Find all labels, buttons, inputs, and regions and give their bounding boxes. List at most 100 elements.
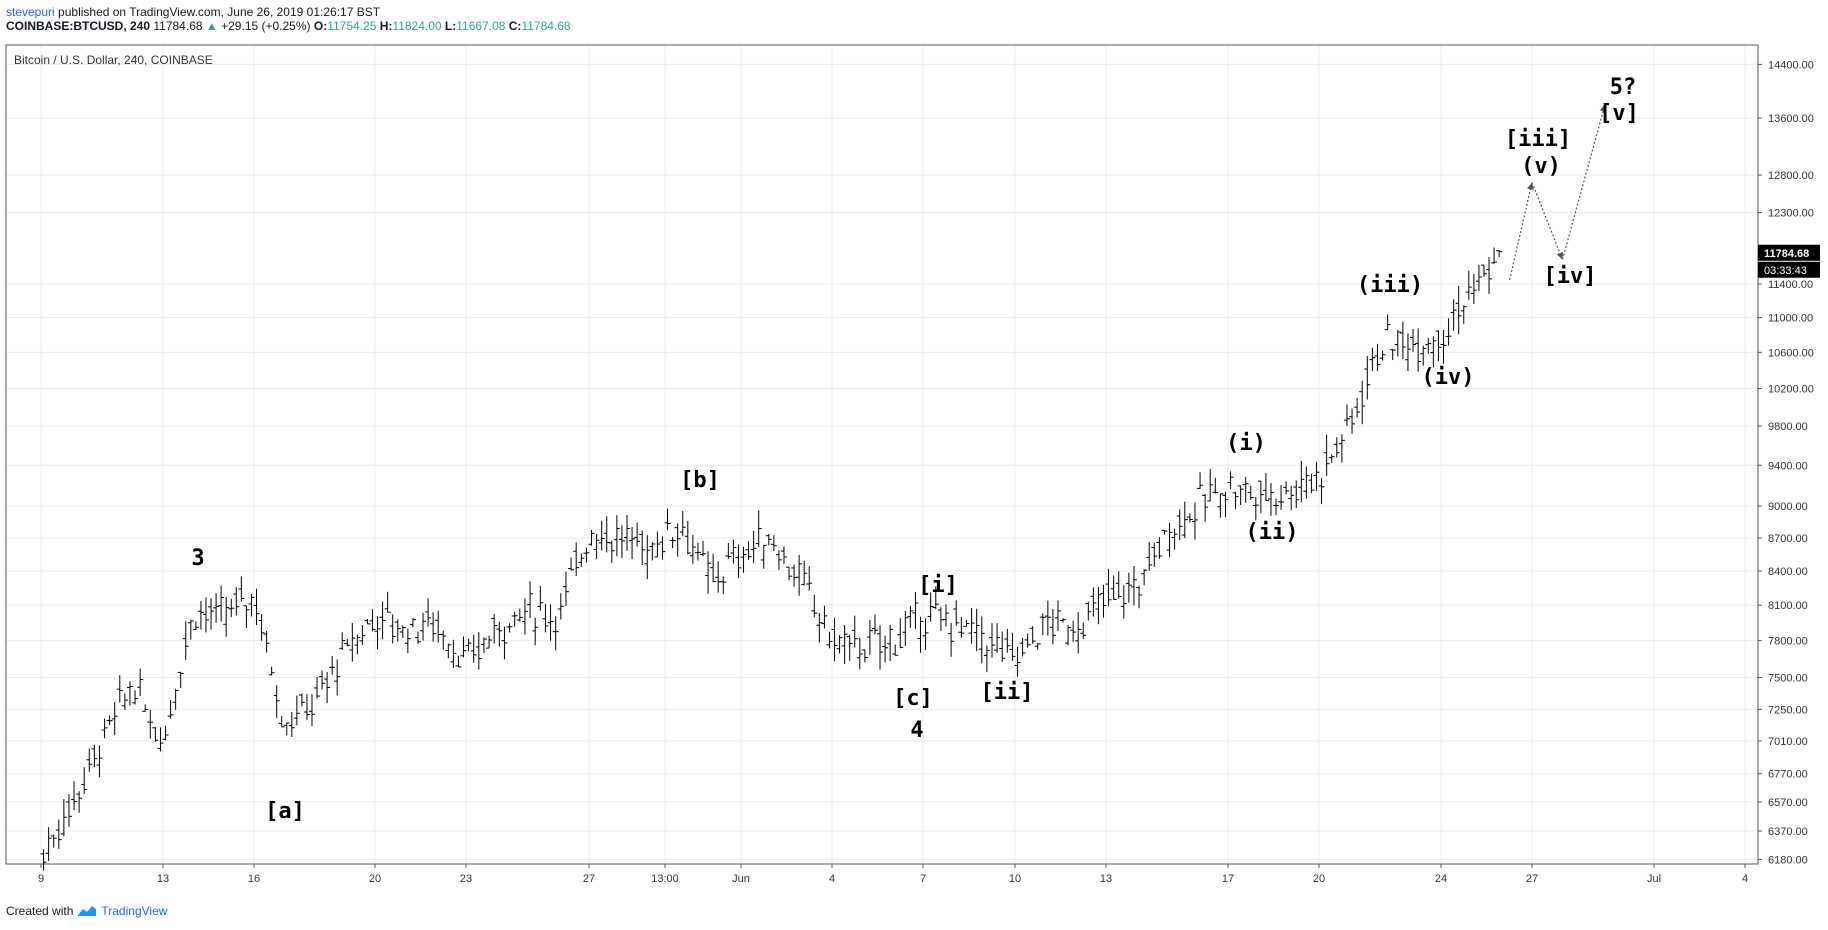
x-tick-label: 9 bbox=[38, 873, 44, 885]
ohlc-bar bbox=[496, 621, 503, 647]
ohlc-bar bbox=[420, 612, 427, 641]
ohlc-bar bbox=[603, 516, 610, 553]
x-tick-label: 23 bbox=[460, 873, 472, 885]
ohlc-bar bbox=[720, 576, 727, 595]
low-label: L: bbox=[444, 19, 457, 33]
ohlc-bar bbox=[480, 637, 487, 653]
ohlc-bar bbox=[1415, 328, 1422, 372]
ohlc-bar bbox=[1333, 437, 1340, 458]
ohlc-bar bbox=[470, 634, 477, 663]
ohlc-bar bbox=[1384, 314, 1391, 331]
ohlc-bar bbox=[684, 520, 691, 555]
ohlc-bar bbox=[1262, 472, 1269, 502]
wave-labels: 3 [a] [b] [c] 4 [i] [ii] (i) (ii) (iii) (iv) [iii](… bbox=[191, 75, 1639, 824]
wave-label: [iii] bbox=[1505, 127, 1571, 152]
last-price: 11784.68 bbox=[153, 19, 203, 33]
ohlc-bar bbox=[162, 725, 169, 741]
ohlc-bar bbox=[167, 700, 174, 719]
open-label: O: bbox=[313, 19, 328, 33]
ohlc-bar bbox=[836, 635, 843, 654]
ohlc-bar bbox=[111, 701, 118, 736]
ohlc-bar bbox=[1039, 613, 1046, 636]
ohlc-bar bbox=[1095, 587, 1102, 625]
ohlc-bar bbox=[1293, 480, 1300, 508]
ohlc-bar bbox=[578, 553, 585, 567]
ohlc-bar bbox=[308, 694, 315, 727]
ohlc-bar bbox=[1014, 647, 1021, 677]
ohlc-bar bbox=[715, 561, 722, 593]
ohlc-bar bbox=[644, 535, 651, 580]
ohlc-bar bbox=[1019, 638, 1026, 657]
ohlc-bar bbox=[1496, 249, 1503, 258]
x-tick-label: 4 bbox=[1742, 873, 1748, 885]
ohlc-bar bbox=[871, 614, 878, 635]
ohlc-bar bbox=[1486, 257, 1493, 294]
ohlc-bar bbox=[1440, 330, 1447, 364]
ohlc-bar bbox=[1425, 337, 1432, 354]
ohlc-bar bbox=[430, 612, 437, 642]
ohlc-bar bbox=[705, 551, 712, 594]
ohlc-bar bbox=[866, 619, 873, 655]
ohlc-bar bbox=[455, 655, 462, 668]
close-label: C: bbox=[508, 19, 522, 33]
ohlc-bar bbox=[339, 632, 346, 650]
ohlc-bar bbox=[1146, 541, 1153, 571]
ohlc-bar bbox=[1156, 537, 1163, 559]
ohlc-bar bbox=[182, 621, 189, 660]
time-axis: 9 13 16 20 23 27 13:00 Jun 4 7 10 13 17 20 24 27 Jul 4 bbox=[38, 864, 1748, 885]
wave-label: 4 bbox=[910, 718, 923, 743]
ohlc-bar bbox=[511, 611, 518, 627]
ohlc-bar bbox=[389, 614, 396, 644]
ohlc-bar bbox=[268, 666, 275, 676]
ohlc-bar bbox=[786, 566, 793, 581]
ohlc-bar bbox=[152, 727, 159, 742]
wave-label: [v] bbox=[1599, 101, 1639, 126]
ohlc-bar bbox=[223, 597, 230, 637]
close-value: 11784.68 bbox=[521, 19, 571, 33]
ohlc-bar bbox=[953, 600, 960, 626]
last-price-label: 11784.68 bbox=[1764, 248, 1809, 260]
ohlc-bar bbox=[1141, 568, 1148, 586]
tradingview-logo-icon bbox=[78, 906, 97, 916]
price-chart[interactable]: Bitcoin / U.S. Dollar, 240, COINBASE 618… bbox=[0, 0, 1828, 900]
ohlc-bar bbox=[491, 614, 498, 644]
ohlc-bar bbox=[588, 529, 595, 546]
ohlc-bar bbox=[273, 685, 280, 718]
ohlc-bar bbox=[877, 625, 884, 670]
footer: Created with TradingView bbox=[6, 904, 167, 918]
ohlc-bar bbox=[1227, 471, 1234, 489]
last-price-marker: 11784.68 03:33:43 bbox=[1758, 244, 1820, 278]
ohlc-bar bbox=[821, 605, 828, 629]
ohlc-bar bbox=[780, 546, 787, 564]
ohlc-bar bbox=[425, 598, 432, 627]
ohlc-bar bbox=[994, 623, 1001, 653]
ohlc-bar bbox=[248, 593, 255, 617]
ohlc-bar bbox=[1450, 299, 1457, 331]
ohlc-bar bbox=[826, 631, 833, 649]
ohlc-bar bbox=[359, 624, 366, 645]
ohlc-bar bbox=[958, 616, 965, 638]
ohlc-bar bbox=[527, 581, 534, 618]
wave-label: (i) bbox=[1226, 431, 1266, 456]
ohlc-bar bbox=[1222, 491, 1229, 518]
tradingview-link[interactable]: TradingView bbox=[101, 904, 168, 918]
header-line-2: COINBASE:BTCUSD, 240 11784.68 ▲ +29.15 (… bbox=[6, 18, 571, 34]
up-triangle-icon: ▲ bbox=[205, 19, 218, 33]
ohlc-bar bbox=[213, 593, 220, 623]
ohlc-bar bbox=[1207, 468, 1214, 502]
author-link[interactable]: stevepuri bbox=[6, 5, 55, 19]
ohlc-bar bbox=[1389, 349, 1396, 361]
ohlc-bar bbox=[233, 587, 240, 616]
ohlc-bar bbox=[1318, 478, 1325, 505]
x-tick-label: 27 bbox=[583, 873, 595, 885]
x-tick-label: Jul bbox=[1647, 873, 1661, 885]
last-price-box bbox=[1758, 244, 1820, 261]
ohlc-bar bbox=[379, 601, 386, 640]
ohlc-bar bbox=[1323, 434, 1330, 476]
ohlc-bar bbox=[228, 598, 235, 618]
ohlc-bar bbox=[1120, 585, 1127, 619]
wave-label: [iv] bbox=[1544, 264, 1597, 289]
ohlc-bar bbox=[465, 638, 472, 652]
ohlc-bar bbox=[414, 631, 421, 644]
ohlc-bar bbox=[314, 677, 321, 699]
